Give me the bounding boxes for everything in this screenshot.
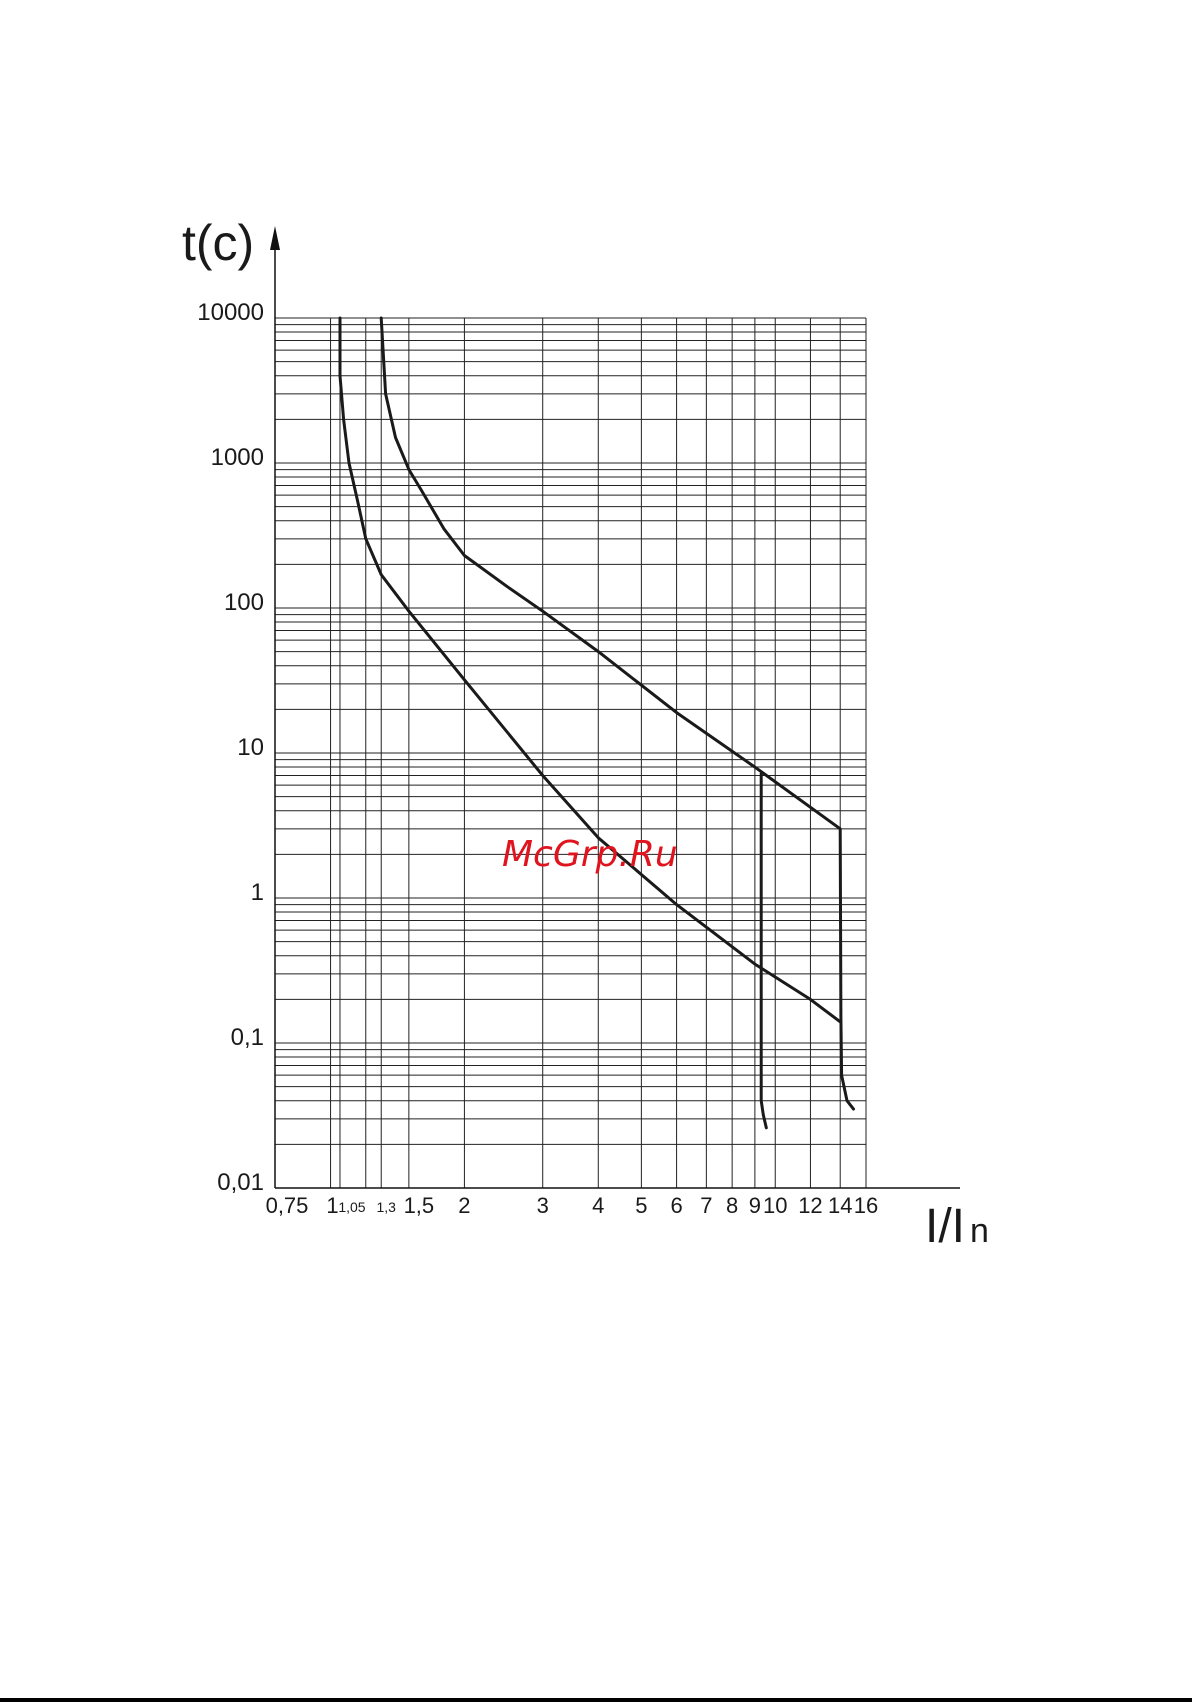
y-tick-label: 100: [224, 589, 264, 616]
x-tick-label: 1: [326, 1193, 338, 1218]
y-axis-arrow-icon: [270, 226, 280, 250]
x-tick-label: 2: [458, 1193, 470, 1218]
x-axis-label-main: I/I: [925, 1200, 965, 1253]
y-tick-label: 0,01: [217, 1169, 264, 1196]
x-axis-label-sub: n: [970, 1212, 989, 1250]
curves: [338, 316, 855, 1130]
y-tick-label: 1000: [211, 444, 264, 471]
x-tick-label: 12: [798, 1193, 822, 1218]
x-tick-label: 14: [828, 1193, 852, 1218]
x-tick-label: 9: [749, 1193, 761, 1218]
x-tick-label: 0,75: [266, 1193, 309, 1218]
y-tick-label: 10000: [197, 299, 264, 326]
series-line-2: [379, 316, 855, 1111]
axes: [270, 226, 960, 1189]
x-tick-label: 1,3: [376, 1199, 396, 1215]
x-tick-label: 4: [592, 1193, 604, 1218]
x-tick-label: 5: [635, 1193, 647, 1218]
y-axis-label: t(c): [182, 215, 254, 271]
series-line-1: [338, 316, 842, 1024]
x-tick-label: 3: [537, 1193, 549, 1218]
x-tick-label: 7: [700, 1193, 712, 1218]
x-tick-label: 1,05: [338, 1199, 365, 1215]
y-tick-label: 1: [251, 879, 264, 906]
x-tick-label: 16: [854, 1193, 878, 1218]
series-line-3: [759, 772, 768, 1130]
x-tick-label: 6: [670, 1193, 682, 1218]
x-tick-label: 10: [763, 1193, 787, 1218]
x-tick-label: 1,5: [404, 1193, 435, 1218]
y-tick-label: 0,1: [231, 1024, 264, 1051]
x-axis-label: I/I n: [925, 1200, 989, 1253]
x-tick-label: 8: [726, 1193, 738, 1218]
grid: [274, 317, 867, 1189]
page-bottom-border: [0, 1698, 1192, 1702]
y-tick-label: 10: [237, 734, 264, 761]
watermark: McGrp.Ru: [502, 834, 678, 875]
